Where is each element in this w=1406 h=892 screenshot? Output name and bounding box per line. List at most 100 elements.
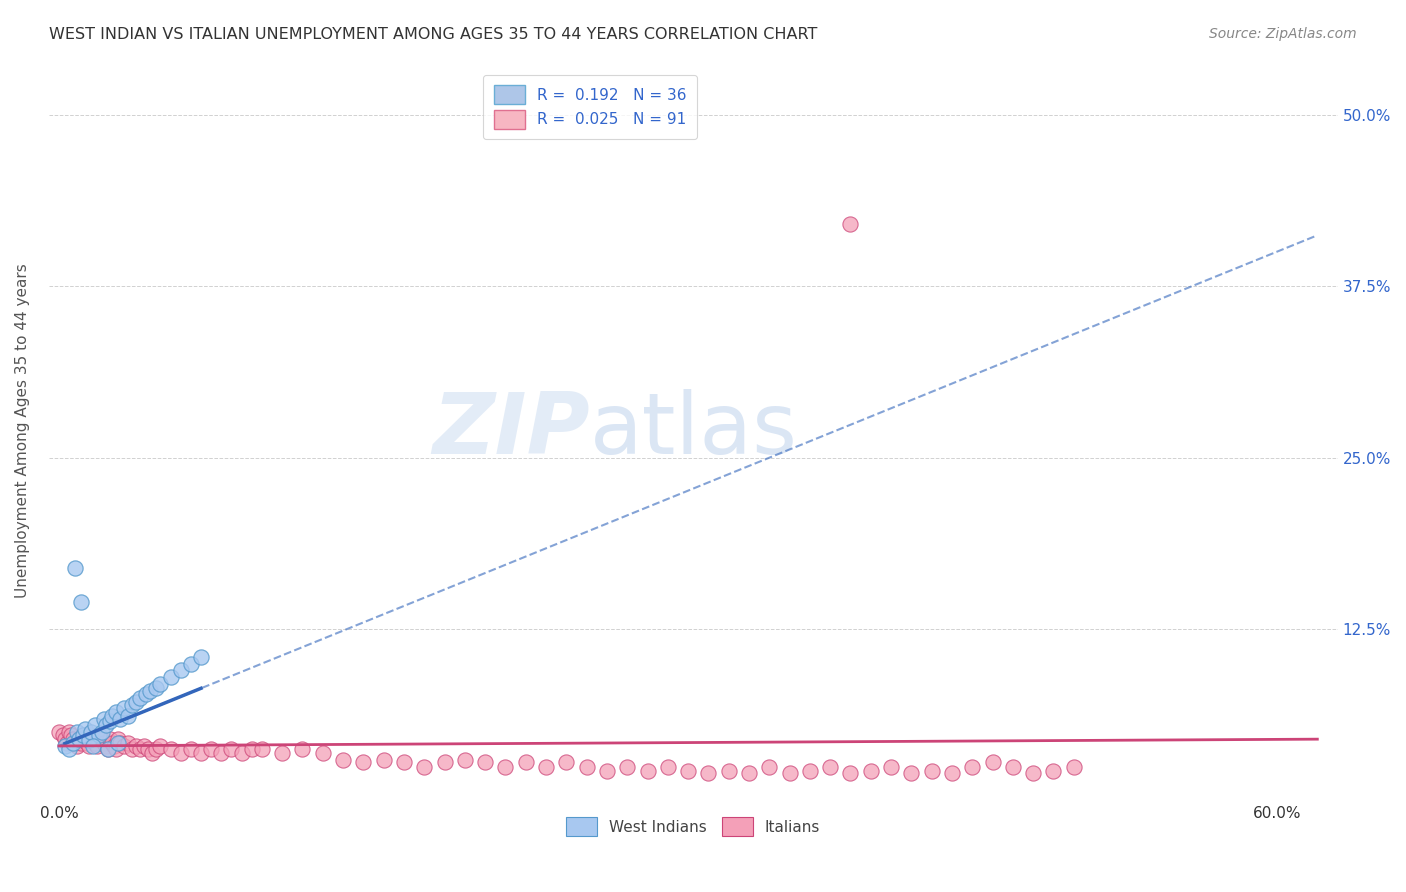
Point bbox=[981, 756, 1004, 770]
Point bbox=[880, 759, 903, 773]
Point bbox=[125, 695, 148, 709]
Point bbox=[129, 741, 152, 756]
Point bbox=[413, 759, 436, 773]
Point bbox=[1063, 759, 1085, 773]
Point bbox=[494, 759, 516, 773]
Point bbox=[86, 739, 108, 753]
Point bbox=[159, 670, 181, 684]
Point bbox=[79, 739, 101, 753]
Point bbox=[1001, 759, 1024, 773]
Point bbox=[72, 728, 94, 742]
Point bbox=[697, 766, 720, 780]
Point bbox=[89, 728, 111, 742]
Point bbox=[180, 657, 202, 671]
Point bbox=[89, 728, 111, 742]
Point bbox=[575, 759, 598, 773]
Point bbox=[94, 739, 117, 753]
Point bbox=[250, 741, 273, 756]
Point bbox=[190, 649, 212, 664]
Point bbox=[291, 741, 314, 756]
Legend: West Indians, Italians: West Indians, Italians bbox=[557, 808, 830, 845]
Point bbox=[56, 736, 79, 750]
Point bbox=[271, 746, 294, 760]
Point bbox=[107, 736, 129, 750]
Point bbox=[799, 764, 821, 778]
Point bbox=[108, 712, 131, 726]
Point bbox=[136, 741, 159, 756]
Point bbox=[67, 732, 90, 747]
Point bbox=[117, 736, 139, 750]
Point bbox=[758, 759, 780, 773]
Point bbox=[312, 746, 335, 760]
Point bbox=[637, 764, 659, 778]
Text: atlas: atlas bbox=[591, 389, 799, 472]
Point bbox=[145, 681, 167, 696]
Point bbox=[100, 736, 122, 750]
Point bbox=[209, 746, 232, 760]
Point bbox=[82, 739, 104, 753]
Point bbox=[75, 723, 97, 737]
Point bbox=[170, 664, 193, 678]
Point bbox=[1022, 766, 1045, 780]
Point bbox=[170, 746, 193, 760]
Point bbox=[474, 756, 496, 770]
Point bbox=[332, 753, 354, 767]
Point bbox=[76, 736, 98, 750]
Point bbox=[97, 741, 120, 756]
Point bbox=[962, 759, 984, 773]
Point bbox=[94, 718, 117, 732]
Point bbox=[80, 728, 103, 742]
Point bbox=[240, 741, 263, 756]
Point bbox=[180, 741, 202, 756]
Point bbox=[58, 725, 80, 739]
Point bbox=[555, 756, 578, 770]
Point bbox=[90, 725, 112, 739]
Point bbox=[657, 759, 679, 773]
Point bbox=[107, 732, 129, 747]
Point bbox=[352, 756, 374, 770]
Point bbox=[149, 677, 172, 691]
Point bbox=[117, 708, 139, 723]
Point bbox=[62, 736, 84, 750]
Point bbox=[67, 732, 90, 747]
Point bbox=[534, 759, 557, 773]
Point bbox=[82, 732, 104, 747]
Point bbox=[221, 741, 243, 756]
Point bbox=[103, 739, 125, 753]
Text: WEST INDIAN VS ITALIAN UNEMPLOYMENT AMONG AGES 35 TO 44 YEARS CORRELATION CHART: WEST INDIAN VS ITALIAN UNEMPLOYMENT AMON… bbox=[49, 27, 817, 42]
Point bbox=[616, 759, 638, 773]
Point bbox=[717, 764, 740, 778]
Point bbox=[839, 766, 862, 780]
Point bbox=[90, 732, 112, 747]
Point bbox=[53, 732, 76, 747]
Point bbox=[52, 728, 75, 742]
Point bbox=[121, 698, 143, 712]
Point bbox=[97, 741, 120, 756]
Point bbox=[70, 595, 93, 609]
Text: ZIP: ZIP bbox=[433, 389, 591, 472]
Point bbox=[676, 764, 699, 778]
Y-axis label: Unemployment Among Ages 35 to 44 years: Unemployment Among Ages 35 to 44 years bbox=[15, 263, 30, 598]
Point bbox=[63, 736, 86, 750]
Point bbox=[84, 718, 107, 732]
Point bbox=[454, 753, 477, 767]
Point bbox=[48, 725, 70, 739]
Point bbox=[129, 690, 152, 705]
Point bbox=[141, 746, 163, 760]
Point bbox=[98, 732, 121, 747]
Point bbox=[596, 764, 619, 778]
Point bbox=[779, 766, 801, 780]
Point bbox=[145, 741, 167, 756]
Point bbox=[104, 705, 127, 719]
Point bbox=[63, 560, 86, 574]
Point bbox=[108, 736, 131, 750]
Point bbox=[433, 756, 456, 770]
Point bbox=[373, 753, 395, 767]
Point bbox=[1042, 764, 1064, 778]
Point bbox=[112, 700, 135, 714]
Point bbox=[79, 733, 101, 747]
Point bbox=[859, 764, 882, 778]
Point bbox=[58, 741, 80, 756]
Point bbox=[135, 687, 157, 701]
Point bbox=[900, 766, 922, 780]
